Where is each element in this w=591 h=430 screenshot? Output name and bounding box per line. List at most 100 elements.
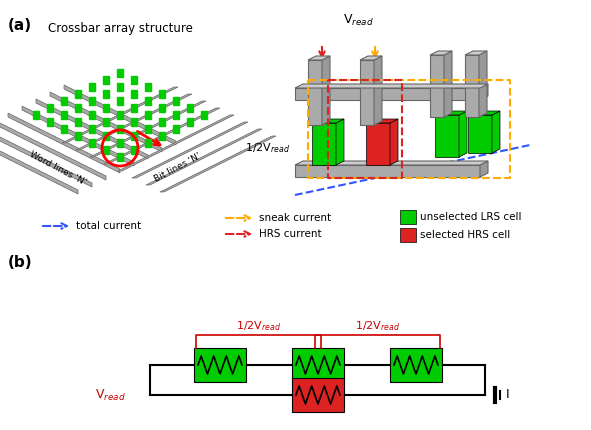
Polygon shape (160, 136, 276, 192)
Bar (159, 118, 165, 126)
Bar (390, 348, 442, 382)
Polygon shape (90, 101, 206, 157)
Text: V$_{read}$: V$_{read}$ (95, 387, 126, 402)
Bar (159, 90, 165, 98)
Bar (33, 111, 39, 119)
Polygon shape (435, 111, 467, 115)
Polygon shape (322, 56, 330, 125)
Polygon shape (104, 108, 220, 164)
Bar (292, 378, 344, 412)
Text: (a): (a) (8, 18, 32, 33)
Bar (117, 69, 123, 77)
Bar (173, 111, 179, 119)
Polygon shape (118, 115, 234, 171)
Polygon shape (50, 92, 162, 152)
Bar (103, 146, 109, 154)
Text: 1/2V$_{read}$: 1/2V$_{read}$ (355, 319, 400, 333)
Bar (159, 132, 165, 140)
Bar (89, 83, 95, 91)
Polygon shape (366, 123, 390, 165)
Polygon shape (468, 115, 492, 153)
Text: I: I (506, 388, 509, 402)
Polygon shape (435, 115, 459, 157)
Bar (89, 111, 95, 119)
Polygon shape (295, 165, 480, 177)
Bar (292, 348, 344, 382)
Bar (145, 111, 151, 119)
Polygon shape (366, 119, 398, 123)
Text: selected HRS cell: selected HRS cell (420, 230, 510, 240)
Bar (131, 146, 137, 154)
Text: Word lines ‘N’: Word lines ‘N’ (28, 149, 87, 187)
Polygon shape (360, 56, 382, 60)
Polygon shape (312, 119, 344, 123)
Bar (131, 90, 137, 98)
Bar (145, 139, 151, 147)
Bar (103, 118, 109, 126)
Text: V$_{read}$: V$_{read}$ (343, 13, 374, 28)
Polygon shape (62, 87, 178, 143)
Polygon shape (295, 88, 480, 100)
Bar (194, 348, 246, 382)
Bar (400, 228, 416, 242)
Polygon shape (336, 119, 344, 165)
Text: Crossbar array structure: Crossbar array structure (47, 22, 193, 35)
Text: (b): (b) (8, 255, 33, 270)
Polygon shape (444, 51, 452, 117)
Bar (145, 125, 151, 133)
Bar (187, 104, 193, 112)
Polygon shape (390, 119, 398, 165)
Text: total current: total current (76, 221, 141, 231)
Polygon shape (360, 60, 374, 125)
Polygon shape (22, 106, 134, 166)
Bar (131, 104, 137, 112)
Text: Bit lines ‘N’: Bit lines ‘N’ (153, 152, 203, 184)
Bar (117, 139, 123, 147)
Polygon shape (295, 84, 488, 88)
Text: 1/2V$_{read}$: 1/2V$_{read}$ (245, 141, 290, 155)
Bar (103, 104, 109, 112)
Bar (75, 90, 81, 98)
Bar (103, 132, 109, 140)
Polygon shape (312, 123, 336, 165)
Text: sneak current: sneak current (259, 213, 331, 223)
Polygon shape (459, 111, 467, 157)
Bar (89, 97, 95, 105)
Bar (131, 76, 137, 84)
Polygon shape (492, 111, 500, 153)
Bar (131, 118, 137, 126)
Bar (75, 132, 81, 140)
Text: 1/2V$_{read}$: 1/2V$_{read}$ (236, 319, 281, 333)
Polygon shape (308, 60, 322, 125)
Polygon shape (480, 84, 488, 100)
Bar (47, 118, 53, 126)
Polygon shape (36, 99, 148, 159)
Polygon shape (0, 134, 78, 194)
Polygon shape (132, 122, 248, 178)
Polygon shape (430, 51, 452, 55)
Polygon shape (479, 51, 487, 117)
Bar (131, 132, 137, 140)
Bar (159, 104, 165, 112)
Polygon shape (0, 127, 92, 187)
Bar (103, 76, 109, 84)
Bar (117, 83, 123, 91)
Bar (103, 90, 109, 98)
Bar (117, 153, 123, 161)
Bar (201, 111, 207, 119)
Text: unselected LRS cell: unselected LRS cell (420, 212, 521, 222)
Bar (145, 97, 151, 105)
Polygon shape (480, 161, 488, 177)
Polygon shape (146, 129, 262, 185)
Bar (173, 125, 179, 133)
Bar (117, 111, 123, 119)
Polygon shape (465, 51, 487, 55)
Bar (61, 97, 67, 105)
Bar (89, 125, 95, 133)
Polygon shape (430, 55, 444, 117)
Polygon shape (374, 56, 382, 125)
Polygon shape (295, 161, 488, 165)
Polygon shape (0, 120, 106, 180)
Polygon shape (468, 111, 500, 115)
Bar (145, 83, 151, 91)
